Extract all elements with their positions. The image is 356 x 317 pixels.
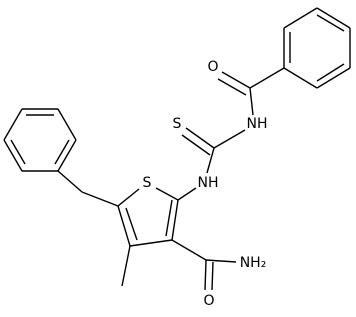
atom-label: NH₂ xyxy=(240,255,267,271)
bonds xyxy=(3,7,351,291)
atom-label: NH xyxy=(247,116,268,132)
atom-label: NH xyxy=(198,175,219,191)
atom-label: O xyxy=(207,59,218,75)
atom-label: S xyxy=(173,116,182,132)
atom-label: O xyxy=(203,293,214,309)
atom-label: S xyxy=(143,175,152,191)
